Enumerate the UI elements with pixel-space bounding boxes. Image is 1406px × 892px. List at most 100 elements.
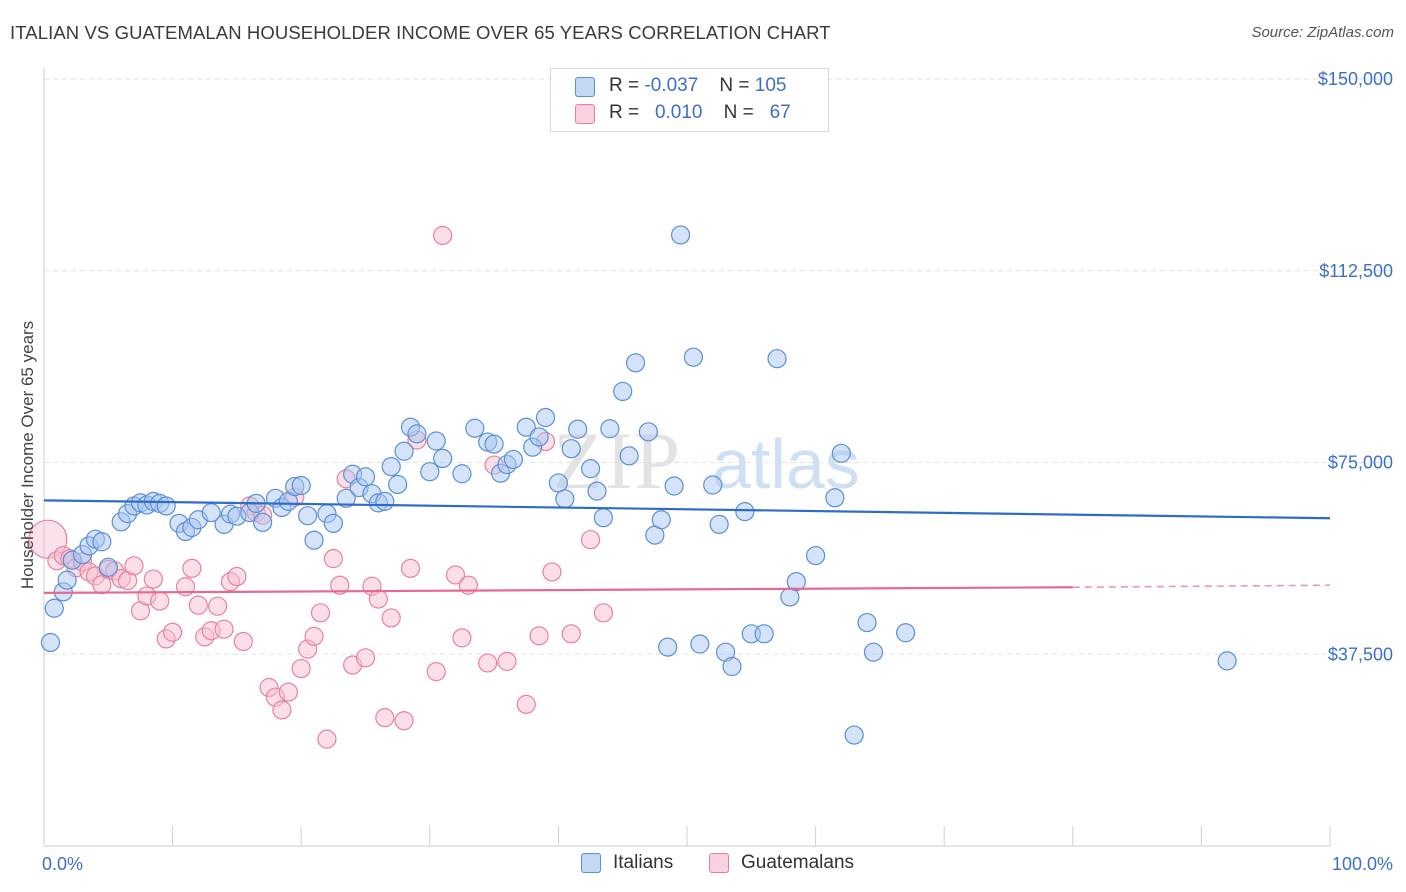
italian-point xyxy=(323,513,343,533)
italian-point xyxy=(394,441,414,461)
guatemalan-point xyxy=(291,658,311,679)
guatemalan-point xyxy=(368,589,388,609)
legend-row-italians: R = -0.037 N = 105 xyxy=(575,75,786,99)
italian-point xyxy=(786,572,806,592)
guatemalan-point xyxy=(330,575,350,595)
italian-point xyxy=(561,439,581,459)
italian-point xyxy=(709,514,729,534)
italian-point xyxy=(381,456,401,477)
italian-point xyxy=(503,449,523,470)
guatemalan-point xyxy=(433,225,453,246)
guatemalan-point xyxy=(233,631,253,652)
italian-point xyxy=(156,496,176,516)
guatemalan-point xyxy=(323,549,343,569)
guatemalan-point xyxy=(188,595,208,615)
guatemalan-point xyxy=(478,653,498,673)
italian-point xyxy=(57,570,77,590)
italian-point xyxy=(670,225,691,245)
italian-point xyxy=(375,491,395,511)
guatemalan-point xyxy=(375,708,395,728)
guatemalan-point xyxy=(227,566,247,587)
italian-point xyxy=(420,462,440,482)
italian-point xyxy=(516,417,536,437)
italian-point xyxy=(805,545,826,566)
guatemalan-point xyxy=(529,626,549,646)
italian-point xyxy=(304,530,324,550)
italian-point xyxy=(690,634,710,654)
italian-point xyxy=(336,488,356,508)
guatemalan-point xyxy=(593,603,614,623)
bottom-swatch-guatemalans xyxy=(709,853,729,873)
guatemalan-point xyxy=(310,603,331,623)
italian-point xyxy=(568,419,588,439)
guatemalan-point xyxy=(150,591,170,611)
italian-point xyxy=(291,475,311,496)
legend-n-value-guatemalans: 67 xyxy=(769,102,791,123)
guatemalan-point xyxy=(381,608,401,628)
x-tick-max: 100.0% xyxy=(1332,854,1393,874)
guatemalan-point xyxy=(542,562,562,582)
italian-point xyxy=(1217,651,1237,671)
correlation-legend: R = -0.037 N = 105 R = 0.010 N = 67 xyxy=(550,68,829,132)
italian-point xyxy=(722,656,742,677)
italian-point xyxy=(831,443,851,463)
italian-point xyxy=(735,501,755,522)
legend-r-value-guatemalans: 0.010 xyxy=(654,102,703,123)
italian-point xyxy=(638,422,659,442)
guatemalan-point xyxy=(143,569,163,589)
italian-point xyxy=(426,431,446,451)
y-axis-label: Householder Income Over 65 years xyxy=(18,321,37,589)
italian-point xyxy=(857,612,877,633)
y-tick-label-2: $112,500 xyxy=(1319,261,1393,281)
italian-point xyxy=(863,642,884,662)
chart-title: ITALIAN VS GUATEMALAN HOUSEHOLDER INCOME… xyxy=(10,22,831,43)
italian-point xyxy=(664,476,684,496)
italian-point xyxy=(452,464,472,484)
guatemalan-point xyxy=(124,556,144,576)
italian-point xyxy=(535,407,556,428)
italian-point xyxy=(44,598,64,618)
italian-point xyxy=(625,353,646,373)
italian-point xyxy=(580,459,601,479)
y-tick-label-1: $75,000 xyxy=(1328,453,1393,473)
legend-r-label: R = xyxy=(609,75,640,96)
guatemalan-point xyxy=(445,565,466,585)
legend-n-label: N = xyxy=(723,102,754,123)
legend-row-guatemalans: R = 0.010 N = 67 xyxy=(575,102,791,126)
italian-point xyxy=(433,448,453,469)
guatemalan-point xyxy=(497,651,517,672)
italian-point xyxy=(593,508,614,528)
y-tick-label-3: $150,000 xyxy=(1318,69,1393,89)
italian-point xyxy=(529,427,549,447)
guatemalan-point xyxy=(208,596,228,616)
guatemalan-point xyxy=(182,558,202,578)
italian-point xyxy=(896,623,916,643)
italian-point xyxy=(355,467,376,487)
italian-point xyxy=(767,349,787,369)
guatemalan-point xyxy=(278,682,298,702)
guatemalan-point xyxy=(272,700,292,720)
legend-r-value-italians: -0.037 xyxy=(644,75,699,96)
italian-point xyxy=(465,418,485,438)
italian-point xyxy=(619,446,639,466)
italian-point xyxy=(484,434,504,454)
x-tick-min: 0.0% xyxy=(42,854,83,874)
guatemalans-trend-line xyxy=(43,586,1073,594)
guatemalan-point xyxy=(580,530,601,550)
italian-point xyxy=(825,488,845,508)
guatemalan-point xyxy=(304,626,324,646)
italians-trend-line xyxy=(43,499,1331,520)
italian-point xyxy=(600,419,620,439)
italian-point xyxy=(613,381,633,402)
italian-point xyxy=(555,489,575,509)
italian-point xyxy=(651,510,671,530)
guatemalan-point xyxy=(355,648,376,668)
italian-point xyxy=(92,532,112,552)
legend-swatch-guatemalans xyxy=(575,104,595,124)
italian-point xyxy=(407,424,427,444)
bottom-swatch-italians xyxy=(581,853,601,873)
y-tick-label-0: $37,500 xyxy=(1328,644,1393,664)
guatemalan-point xyxy=(426,662,446,682)
legend-swatch-italians xyxy=(575,77,595,97)
guatemalans-trend-extension xyxy=(1072,584,1331,589)
